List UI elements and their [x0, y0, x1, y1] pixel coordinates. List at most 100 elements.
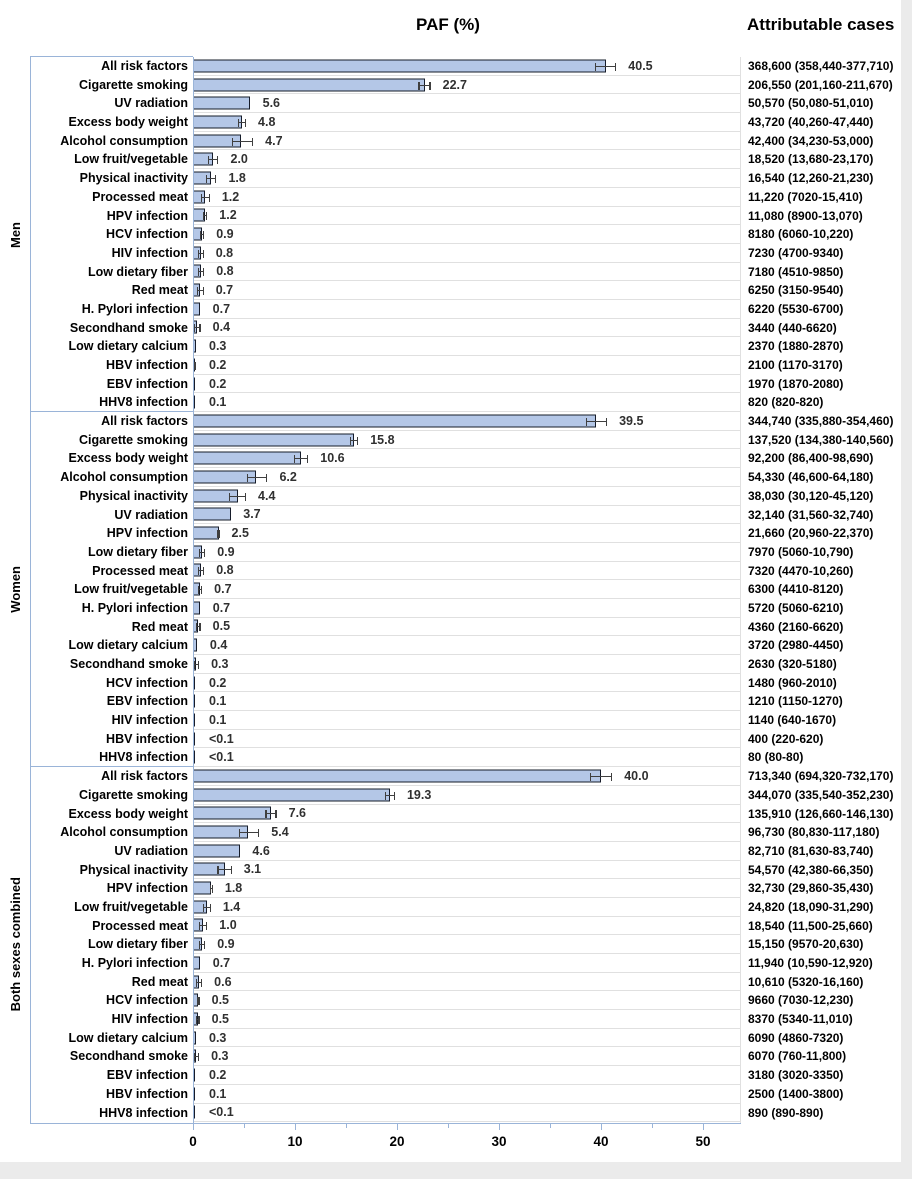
x-axis-minor-tick — [346, 1123, 347, 1128]
window-bottom-edge — [0, 1162, 912, 1179]
attributable-cases-value: 8370 (5340-11,010) — [748, 1012, 853, 1027]
bar-zone: 7.6 — [193, 805, 740, 824]
attributable-cases-value: 18,520 (13,680-23,170) — [748, 152, 874, 167]
attributable-cases-value: 11,220 (7020-15,410) — [748, 189, 863, 204]
error-whisker — [293, 455, 309, 464]
attributable-cases-value: 96,730 (80,830-117,180) — [748, 825, 880, 840]
chart-row: Excess body weight 4.8 43,720 (40,260-47… — [0, 113, 912, 132]
risk-factor-label: Physical inactivity — [79, 862, 188, 877]
attributable-cases-value: 15,150 (9570-20,630) — [748, 937, 864, 952]
risk-factor-label: Low dietary fiber — [87, 937, 188, 952]
risk-factor-label: Red meat — [131, 619, 188, 634]
error-whisker — [228, 492, 247, 501]
paf-value-label: 1.2 — [221, 189, 240, 204]
chart-row: Alcohol consumption 6.2 54,330 (46,600-6… — [0, 468, 912, 487]
paf-value-label: 3.1 — [243, 862, 262, 877]
chart-row: Processed meat 0.8 7320 (4470-10,260) — [0, 562, 912, 581]
paf-value-label: 5.6 — [262, 96, 281, 111]
error-whisker — [196, 997, 200, 1006]
chart-row: Alcohol consumption 4.7 42,400 (34,230-5… — [0, 132, 912, 151]
attributable-cases-value: 21,660 (20,960-22,370) — [748, 526, 874, 541]
bar-zone: 10.6 — [193, 449, 740, 469]
risk-factor-label: Excess body weight — [68, 451, 188, 466]
attributable-cases-value: 82,710 (81,630-83,740) — [748, 843, 874, 858]
attributable-cases-value: 137,520 (134,380-140,560) — [748, 432, 894, 447]
paf-value-label: 4.7 — [265, 133, 283, 148]
bar-zone: 4.6 — [193, 842, 740, 861]
bar-zone: <0.1 — [193, 1104, 740, 1123]
x-axis-tick-label: 20 — [389, 1133, 405, 1149]
attributable-cases-value: 344,070 (335,540-352,230) — [748, 787, 894, 802]
risk-factor-label: Secondhand smoke — [69, 657, 188, 671]
chart-row: H. Pylori infection 0.7 6220 (5530-6700) — [0, 300, 912, 319]
x-axis-tick-label: 0 — [189, 1133, 197, 1149]
paf-value-label: 0.8 — [216, 563, 234, 578]
risk-factor-label: Excess body weight — [68, 115, 188, 130]
chart-row: HIV infection 0.8 7230 (4700-9340) — [0, 244, 912, 263]
chart-row: Processed meat 1.2 11,220 (7020-15,410) — [0, 188, 912, 207]
bar-zone: 0.1 — [193, 711, 740, 730]
bar-zone: <0.1 — [193, 730, 740, 749]
risk-factor-label: Low dietary calcium — [68, 339, 188, 354]
error-whisker — [193, 1053, 200, 1062]
chart-row: Physical inactivity 4.4 38,030 (30,120-4… — [0, 487, 912, 506]
paf-bar — [193, 788, 390, 802]
error-whisker — [196, 978, 203, 987]
error-whisker — [198, 567, 205, 576]
attributable-cases-value: 50,570 (50,080-51,010) — [748, 96, 874, 111]
chart-row: HBV infection 0.2 2100 (1170-3170) — [0, 356, 912, 375]
attributable-cases-value: 6090 (4860-7320) — [748, 1030, 844, 1045]
attributable-cases-value: 18,540 (11,500-25,660) — [748, 918, 873, 933]
risk-factor-label: Red meat — [131, 283, 188, 298]
bar-zone: 0.7 — [193, 281, 740, 300]
bar-zone: 0.9 — [193, 225, 740, 244]
chart-row: Excess body weight 10.6 92,200 (86,400-9… — [0, 449, 912, 469]
bar-zone: 1.0 — [193, 917, 740, 936]
attributable-cases-value: 24,820 (18,090-31,290) — [748, 899, 874, 914]
error-whisker — [203, 903, 211, 912]
paf-value-label: 0.2 — [209, 1067, 227, 1082]
paf-value-label: 0.1 — [209, 395, 227, 410]
risk-factor-label: UV radiation — [114, 843, 188, 858]
bar-zone: 4.8 — [193, 113, 740, 132]
attributable-cases-value: 7230 (4700-9340) — [748, 245, 844, 260]
bar-zone: 5.4 — [193, 823, 740, 842]
chart-left-border — [30, 57, 31, 1123]
risk-factor-label: HIV infection — [111, 713, 188, 728]
paf-bar — [193, 956, 201, 970]
risk-factor-label: EBV infection — [106, 1068, 188, 1083]
x-axis-line — [30, 1122, 741, 1124]
paf-value-label: 0.1 — [209, 1086, 227, 1101]
attributable-cases-value: 8180 (6060-10,220) — [748, 227, 854, 242]
bar-zone: 0.3 — [193, 337, 740, 356]
attributable-cases-value: 206,550 (201,160-211,670) — [748, 77, 893, 92]
attributable-cases-value: 42,400 (34,230-53,000) — [748, 133, 874, 148]
chart-row: HCV infection 0.9 8180 (6060-10,220) — [0, 225, 912, 244]
risk-factor-label: Processed meat — [92, 563, 188, 578]
paf-value-label: 1.8 — [224, 881, 243, 896]
attributable-cases-value: 54,570 (42,380-66,350) — [748, 862, 874, 877]
y-axis-line — [193, 57, 194, 1123]
chart-row: H. Pylori infection 0.7 11,940 (10,590-1… — [0, 954, 912, 973]
bar-zone: 5.6 — [193, 94, 740, 114]
bar-zone: 4.7 — [193, 132, 740, 151]
bar-zone: 0.8 — [193, 562, 740, 581]
bar-zone: 40.0 — [193, 767, 740, 786]
paf-value-label: 5.4 — [271, 825, 289, 840]
risk-factor-label: HPV infection — [106, 208, 188, 223]
risk-factor-label: HCV infection — [106, 993, 188, 1008]
paf-bar — [193, 769, 601, 783]
chart-row: EBV infection 0.1 1210 (1150-1270) — [0, 692, 912, 712]
bar-zone: 0.5 — [193, 618, 740, 637]
attributable-cases-value: 344,740 (335,880-354,460) — [748, 414, 894, 429]
paf-value-label: 0.7 — [212, 600, 231, 615]
risk-factor-label: Cigarette smoking — [78, 77, 188, 92]
chart-row: Processed meat 1.0 18,540 (11,500-25,660… — [0, 917, 912, 936]
bar-zone: 1.2 — [193, 188, 740, 207]
attributable-cases-value: 713,340 (694,320-732,170) — [748, 769, 894, 784]
risk-factor-label: HHV8 infection — [99, 750, 188, 765]
risk-factor-label: HCV infection — [106, 227, 188, 242]
attributable-cases-value: 4360 (2160-6620) — [748, 619, 844, 634]
x-axis-tick-label: 30 — [491, 1133, 507, 1149]
risk-factor-label: Low fruit/vegetable — [74, 152, 188, 167]
